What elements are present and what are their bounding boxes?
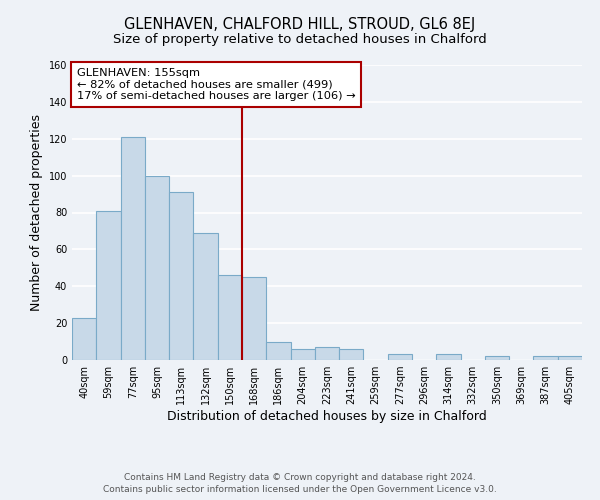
Text: GLENHAVEN, CHALFORD HILL, STROUD, GL6 8EJ: GLENHAVEN, CHALFORD HILL, STROUD, GL6 8E… <box>124 18 476 32</box>
Bar <box>169 192 193 360</box>
Text: Contains HM Land Registry data © Crown copyright and database right 2024.: Contains HM Land Registry data © Crown c… <box>124 472 476 482</box>
Text: Contains public sector information licensed under the Open Government Licence v3: Contains public sector information licen… <box>103 485 497 494</box>
Text: GLENHAVEN: 155sqm
← 82% of detached houses are smaller (499)
17% of semi-detache: GLENHAVEN: 155sqm ← 82% of detached hous… <box>77 68 356 101</box>
Bar <box>436 354 461 360</box>
Bar <box>266 342 290 360</box>
Bar <box>218 275 242 360</box>
Bar <box>558 356 582 360</box>
Bar <box>242 277 266 360</box>
X-axis label: Distribution of detached houses by size in Chalford: Distribution of detached houses by size … <box>167 410 487 423</box>
Bar <box>315 347 339 360</box>
Bar <box>96 210 121 360</box>
Bar <box>339 349 364 360</box>
Bar <box>533 356 558 360</box>
Bar <box>485 356 509 360</box>
Bar <box>290 349 315 360</box>
Text: Size of property relative to detached houses in Chalford: Size of property relative to detached ho… <box>113 32 487 46</box>
Y-axis label: Number of detached properties: Number of detached properties <box>30 114 43 311</box>
Bar <box>193 233 218 360</box>
Bar <box>72 318 96 360</box>
Bar <box>121 137 145 360</box>
Bar <box>388 354 412 360</box>
Bar <box>145 176 169 360</box>
